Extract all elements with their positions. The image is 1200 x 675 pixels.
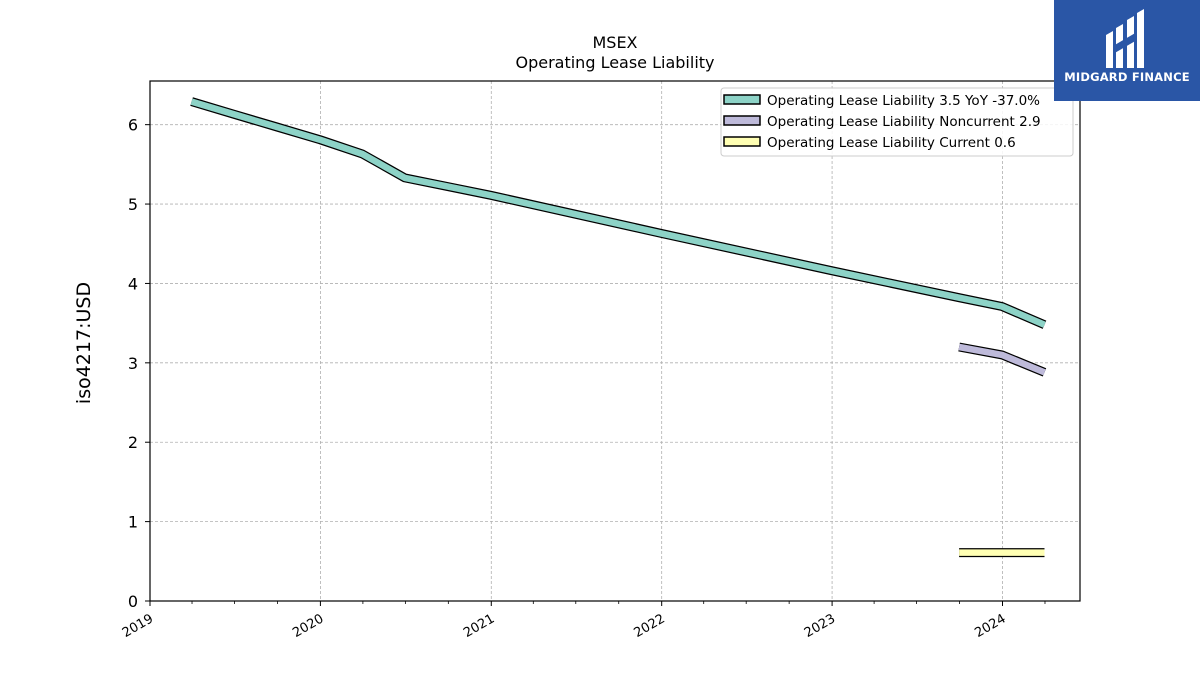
axes: 0 1 2 3 4 5 6 2019 2020 2021 2022 2023 2024 (120, 116, 1046, 641)
legend-label: Operating Lease Liability 3.5 YoY -37.0% (767, 93, 1040, 109)
series-line-1 (190, 97, 1047, 329)
legend-swatch (723, 115, 761, 126)
legend: Operating Lease Liability 3.5 YoY -37.0%… (720, 87, 1074, 157)
plot-frame (149, 80, 1081, 602)
x-tick-label: 2022 (632, 611, 668, 641)
chart-title: MSEX (592, 33, 637, 52)
logo-mark (1106, 9, 1144, 68)
y-tick-label: 6 (128, 116, 138, 135)
x-tick-label: 2020 (290, 611, 326, 641)
y-tick-label: 0 (128, 592, 138, 611)
x-tick-label: 2024 (972, 611, 1008, 641)
y-tick-label: 3 (128, 354, 138, 373)
y-tick-label: 2 (128, 433, 138, 452)
legend-label: Operating Lease Liability Noncurrent 2.9 (767, 114, 1041, 130)
chart-subtitle: Operating Lease Liability (515, 53, 714, 72)
series-layer (190, 97, 1047, 558)
series-line (190, 98, 1046, 328)
x-tick-label: 2019 (120, 611, 156, 641)
series-line (958, 343, 1046, 376)
legend-swatch (723, 136, 761, 147)
y-tick-label: 1 (128, 513, 138, 532)
grid (150, 81, 1080, 601)
y-tick-label: 5 (128, 195, 138, 214)
x-tick-label: 2021 (461, 611, 497, 641)
logo: MIDGARD FINANCE (1054, 0, 1200, 101)
logo-text: MIDGARD FINANCE (1064, 70, 1190, 84)
legend-label: Operating Lease Liability Current 0.6 (767, 135, 1016, 151)
series-line-2 (958, 342, 1047, 377)
x-tick-label: 2023 (802, 611, 838, 641)
legend-swatch (723, 94, 761, 105)
y-axis-label: iso4217:USD (73, 282, 95, 404)
y-tick-label: 4 (128, 274, 138, 293)
legend-box (720, 87, 1074, 157)
